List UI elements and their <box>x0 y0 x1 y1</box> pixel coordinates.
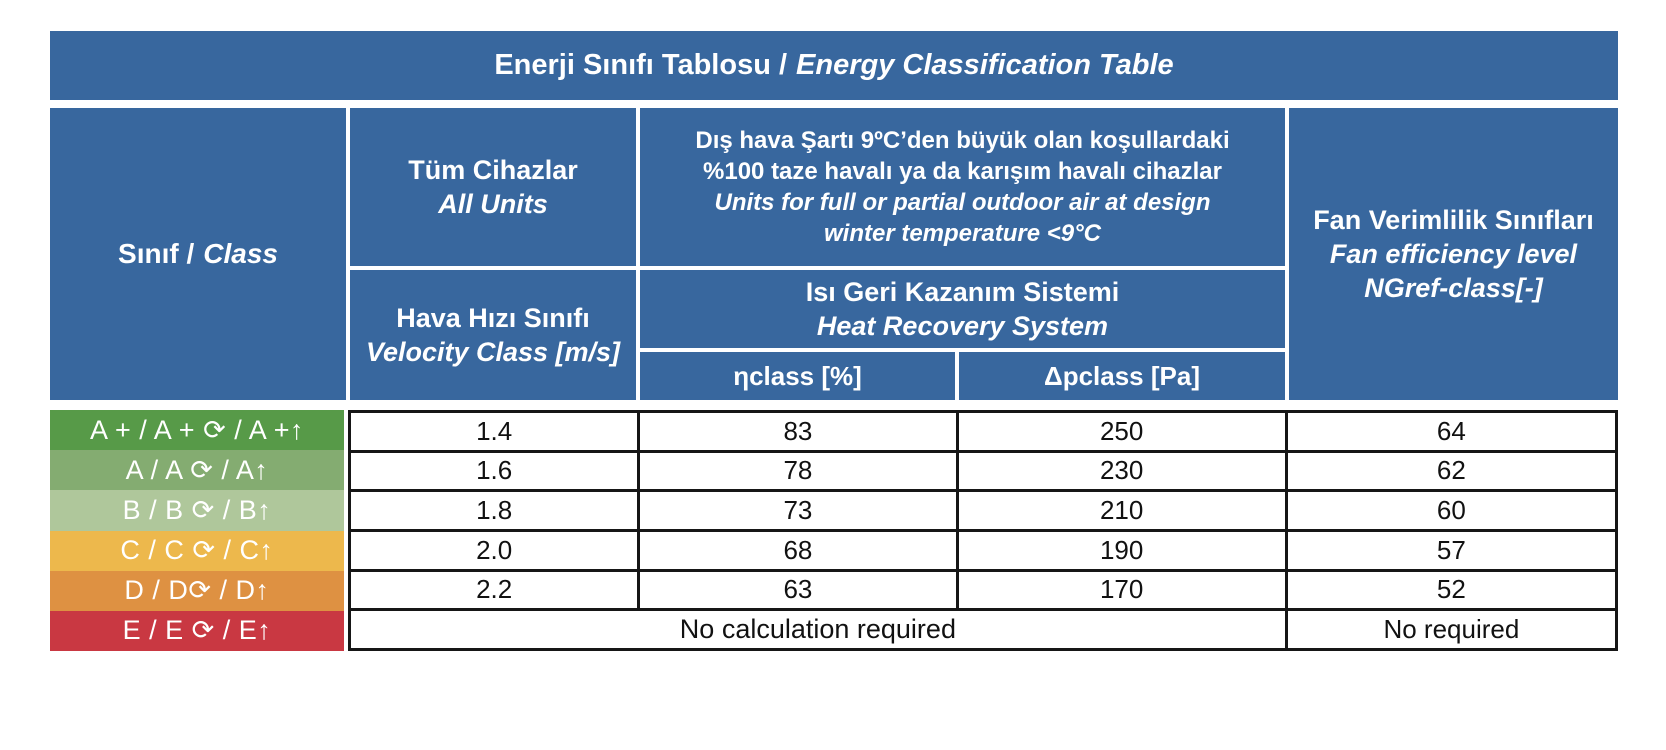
header-heat-recovery-tr: Isı Geri Kazanım Sistemi <box>805 276 1120 307</box>
header-fan-tr: Fan Verimlilik Sınıfları <box>1313 204 1594 235</box>
velocity-cell: 2.2 <box>351 571 638 609</box>
table-title-tr: Enerji Sınıfı Tablosu / <box>494 49 788 81</box>
header-cell-class: Sınıf / Class <box>50 108 346 400</box>
fan-cell: 52 <box>1287 571 1615 609</box>
header-cell-velocity-class: Hava Hızı Sınıfı Velocity Class [m/s] <box>350 270 636 400</box>
fan-no-required-cell: No required <box>1287 611 1615 648</box>
header-heat-recovery-en: Heat Recovery System <box>816 311 1109 341</box>
fan-cell: 57 <box>1287 532 1615 569</box>
dp-cell: 250 <box>958 413 1285 450</box>
dp-cell: 170 <box>958 571 1285 609</box>
velocity-cell: 1.6 <box>351 452 638 490</box>
header-cell-all-units: Tüm Cihazlar All Units <box>350 108 636 266</box>
no-calculation-cell: No calculation required <box>351 611 1285 648</box>
dp-cell: 230 <box>958 452 1285 490</box>
header-outdoor-tr-line2: %100 taze havalı ya da karışım havalı ci… <box>703 157 1222 185</box>
header-cell-fan-efficiency: Fan Verimlilik Sınıfları Fan efficiency … <box>1289 108 1618 400</box>
header-cell-outdoor-units: Dış hava Şartı 9ºC’den büyük olan koşull… <box>640 108 1285 266</box>
value-grid: 1.4 83 250 64 1.6 78 230 62 1.8 73 210 6… <box>348 410 1618 651</box>
fan-cell: 64 <box>1287 413 1615 450</box>
header-eta-label: ηclass [%] <box>733 360 862 391</box>
eta-cell: 83 <box>640 413 956 450</box>
eta-cell: 68 <box>640 532 956 569</box>
header-fan-en-line1: Fan efficiency level <box>1329 238 1578 269</box>
header-velocity-en: Velocity Class [m/s] <box>365 337 621 367</box>
dp-cell: 210 <box>958 492 1285 529</box>
velocity-cell: 1.8 <box>351 492 638 529</box>
eta-cell: 63 <box>640 571 956 609</box>
header-all-units-tr: Tüm Cihazlar <box>408 154 578 185</box>
header-all-units-en: All Units <box>438 189 548 219</box>
class-label-b: B / B ⟳ / B↑ <box>50 490 344 531</box>
class-label-column: A + / A + ⟳ / A +↑ A / A ⟳ / A↑ B / B ⟳ … <box>50 410 344 652</box>
header-class-en: Class <box>203 238 278 270</box>
velocity-cell: 2.0 <box>351 532 638 569</box>
header-dp-label: Δpclass [Pa] <box>1044 360 1200 391</box>
header-cell-heat-recovery: Isı Geri Kazanım Sistemi Heat Recovery S… <box>640 270 1285 348</box>
fan-cell: 60 <box>1287 492 1615 529</box>
energy-classification-table: Enerji Sınıfı Tablosu / Energy Classific… <box>50 31 1618 652</box>
fan-cell: 62 <box>1287 452 1615 490</box>
table-header: Sınıf / Class Tüm Cihazlar All Units Dış… <box>50 108 1618 400</box>
eta-cell: 78 <box>640 452 956 490</box>
velocity-cell: 1.4 <box>351 413 638 450</box>
table-title: Enerji Sınıfı Tablosu / Energy Classific… <box>50 31 1618 100</box>
class-label-d: D / D⟳ / D↑ <box>50 570 344 611</box>
table-title-en: Energy Classification Table <box>796 49 1174 81</box>
header-class-tr: Sınıf / <box>118 238 195 270</box>
table-body: A + / A + ⟳ / A +↑ A / A ⟳ / A↑ B / B ⟳ … <box>50 410 1618 652</box>
header-outdoor-en-line2: winter temperature <9°C <box>823 220 1102 248</box>
header-outdoor-en-line1: Units for full or partial outdoor air at… <box>714 189 1211 216</box>
header-cell-eta-class: ηclass [%] <box>640 352 955 400</box>
eta-cell: 73 <box>640 492 956 529</box>
class-label-e: E / E ⟳ / E↑ <box>50 610 344 652</box>
dp-cell: 190 <box>958 532 1285 569</box>
class-label-a: A / A ⟳ / A↑ <box>50 450 344 491</box>
class-label-a-plus: A + / A + ⟳ / A +↑ <box>50 410 344 451</box>
header-cell-delta-p-class: Δpclass [Pa] <box>959 352 1285 400</box>
class-label-c: C / C ⟳ / C↑ <box>50 530 344 571</box>
header-velocity-tr: Hava Hızı Sınıfı <box>396 302 590 333</box>
header-fan-en-line2: NGref-class[-] <box>1364 273 1543 303</box>
header-outdoor-tr-line1: Dış hava Şartı 9ºC’den büyük olan koşull… <box>695 126 1230 154</box>
